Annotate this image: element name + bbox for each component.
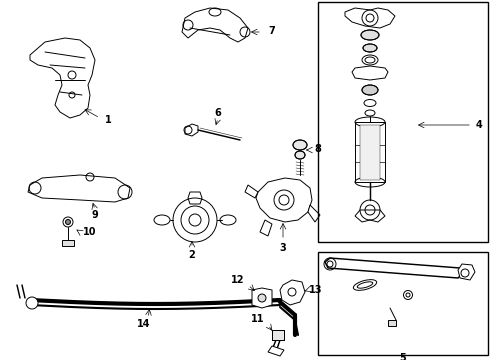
Bar xyxy=(62,240,74,246)
Text: 7: 7 xyxy=(269,26,275,36)
Bar xyxy=(388,320,396,326)
Ellipse shape xyxy=(362,85,378,95)
Text: 9: 9 xyxy=(92,210,98,220)
Polygon shape xyxy=(260,220,272,236)
Text: 10: 10 xyxy=(83,227,97,237)
Ellipse shape xyxy=(293,140,307,150)
Polygon shape xyxy=(182,8,248,42)
Bar xyxy=(355,122,385,182)
Polygon shape xyxy=(345,8,395,28)
Polygon shape xyxy=(185,124,198,136)
Circle shape xyxy=(327,261,333,267)
Polygon shape xyxy=(352,66,388,80)
Text: 2: 2 xyxy=(189,250,196,260)
Ellipse shape xyxy=(295,151,305,159)
Text: 13: 13 xyxy=(309,285,323,295)
Polygon shape xyxy=(355,210,385,222)
Text: 1: 1 xyxy=(105,115,111,125)
Text: 8: 8 xyxy=(315,144,321,154)
Bar xyxy=(318,2,488,242)
Text: 4: 4 xyxy=(476,120,482,130)
Polygon shape xyxy=(252,288,272,308)
Polygon shape xyxy=(268,346,284,356)
Polygon shape xyxy=(458,264,475,280)
Bar xyxy=(318,252,488,355)
Polygon shape xyxy=(30,38,95,118)
Polygon shape xyxy=(308,205,320,222)
Polygon shape xyxy=(325,258,462,278)
Text: 14: 14 xyxy=(137,319,151,329)
Polygon shape xyxy=(256,178,312,222)
Bar xyxy=(272,330,284,340)
Text: 5: 5 xyxy=(400,353,406,360)
Polygon shape xyxy=(28,175,130,202)
Circle shape xyxy=(26,297,38,309)
Bar xyxy=(360,125,380,180)
Polygon shape xyxy=(188,192,202,204)
Text: 3: 3 xyxy=(280,243,286,253)
Ellipse shape xyxy=(361,30,379,40)
Circle shape xyxy=(258,294,266,302)
Text: 11: 11 xyxy=(251,314,265,324)
Text: 12: 12 xyxy=(231,275,245,285)
Circle shape xyxy=(66,220,71,225)
Polygon shape xyxy=(280,280,305,305)
Text: 6: 6 xyxy=(215,108,221,118)
Ellipse shape xyxy=(363,44,377,52)
Polygon shape xyxy=(245,185,258,198)
Bar xyxy=(272,330,284,340)
